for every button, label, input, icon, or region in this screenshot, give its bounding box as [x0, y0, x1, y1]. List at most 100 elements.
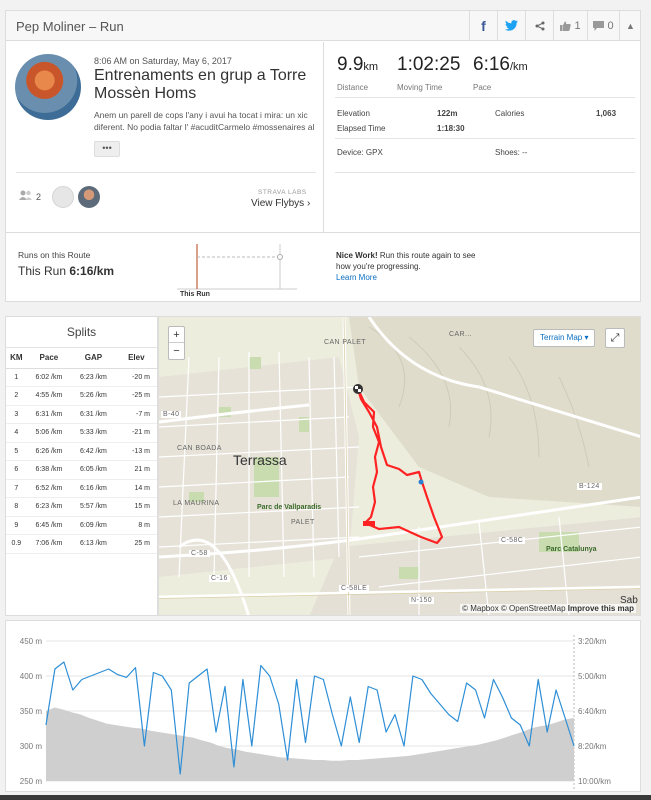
table-cell: 4	[6, 423, 27, 443]
table-cell: 6:16 /km	[71, 479, 116, 498]
road-label: N-150	[409, 597, 435, 604]
map-place-label: CAN BOADA	[177, 445, 222, 452]
route-map[interactable]: CAN PALET CAR... CAN BOADA LA MAURINA PA…	[158, 316, 641, 616]
splits-header-row: KM Pace GAP Elev	[6, 348, 157, 369]
elevation-label: Elevation	[337, 109, 370, 118]
athlete-photo[interactable]	[78, 186, 100, 208]
table-row[interactable]: 2 4:55 /km 5:26 /km -25 m	[6, 386, 157, 406]
distance-label: Distance	[337, 83, 369, 92]
thumbs-up-icon	[560, 21, 572, 31]
activity-card: Pep Moliner – Run f 1 0 ▲ 8:06 AM on Sat…	[5, 10, 641, 302]
calories-label: Calories	[495, 109, 525, 118]
this-run-label: This Run	[18, 264, 67, 278]
twitter-share-button[interactable]	[497, 11, 525, 40]
table-row[interactable]: 9 6:45 /km 6:09 /km 8 m	[6, 516, 157, 535]
map-park-label: Parc de Vallparadis	[257, 504, 322, 511]
left-tick-label: 250 m	[20, 777, 43, 786]
splits-header-gap: GAP	[71, 348, 116, 369]
fullscreen-button[interactable]: ⤢	[605, 328, 625, 348]
activity-datetime: 8:06 AM on Saturday, May 6, 2017	[94, 56, 232, 66]
route-point	[277, 254, 283, 260]
zoom-out-button[interactable]: −	[173, 345, 180, 357]
left-tick-label: 300 m	[20, 742, 43, 751]
table-cell: 6:05 /km	[71, 460, 116, 480]
table-cell: 1	[6, 368, 27, 387]
table-cell: 14 m	[115, 479, 157, 498]
map-park-label: Parc Catalunya	[546, 546, 597, 553]
table-cell: 6:42 /km	[71, 442, 116, 461]
table-row[interactable]: 3 6:31 /km 6:31 /km -7 m	[6, 405, 157, 424]
park-area	[399, 567, 419, 579]
pace-line	[45, 661, 575, 775]
road-outline	[159, 317, 640, 615]
kudos-button[interactable]: 1	[553, 11, 587, 40]
moving-time-label: Moving Time	[397, 83, 443, 92]
moving-time-value: 1:02:25	[397, 54, 461, 75]
activity-summary: 8:06 AM on Saturday, May 6, 2017 Entrena…	[6, 42, 324, 232]
table-cell: 5:57 /km	[71, 497, 116, 517]
table-row[interactable]: 4 5:06 /km 5:33 /km -21 m	[6, 423, 157, 443]
share-button[interactable]	[525, 11, 553, 40]
table-cell: 6:13 /km	[71, 534, 116, 554]
park-area	[249, 357, 261, 369]
more-button[interactable]: •••	[94, 141, 120, 157]
athletes-icon	[19, 190, 33, 203]
zoom-in-button[interactable]: +	[169, 327, 184, 343]
table-row[interactable]: 0.9 7:06 /km 6:13 /km 25 m	[6, 534, 157, 554]
device-label: Device: GPX	[337, 148, 383, 157]
road-label: C-16	[209, 575, 230, 582]
table-cell: 5:33 /km	[71, 423, 116, 443]
splits-panel: Splits KM Pace GAP Elev 1 6:02 /km 6:23 /km -2…	[5, 316, 158, 616]
map-place-label: CAR...	[449, 331, 473, 338]
terrain-map-dropdown[interactable]: Terrain Map ▾	[533, 329, 596, 347]
table-row[interactable]: 7 6:52 /km 6:16 /km 14 m	[6, 479, 157, 498]
distance-value: 9.9	[337, 54, 364, 75]
runs-on-route-label: Runs on this Route	[18, 250, 91, 260]
table-cell: 4:55 /km	[26, 386, 72, 406]
map-attribution: © Mapbox © OpenStreetMap Improve this ma…	[460, 604, 636, 613]
window-bottom-bar	[0, 795, 651, 800]
athlete-photo[interactable]	[52, 186, 74, 208]
route-line	[356, 387, 444, 545]
park-area	[189, 492, 204, 502]
nice-work-bold: Nice Work!	[336, 251, 378, 260]
route-end-marker	[363, 521, 375, 526]
table-row[interactable]: 5 6:26 /km 6:42 /km -13 m	[6, 442, 157, 461]
improve-map-link[interactable]: Improve this map	[567, 604, 634, 613]
table-row[interactable]: 8 6:23 /km 5:57 /km 15 m	[6, 497, 157, 517]
table-cell: 0.9	[6, 534, 27, 554]
view-flybys-link[interactable]: View Flybys ›	[251, 198, 311, 209]
caret-up-icon: ▲	[626, 20, 635, 31]
table-row[interactable]: 1 6:02 /km 6:23 /km -20 m	[6, 368, 157, 387]
right-tick-label: 3:20/km	[578, 637, 607, 646]
divider	[335, 138, 635, 139]
map-place-label: PALET	[291, 519, 315, 526]
table-cell: 8	[6, 497, 27, 517]
table-cell: -7 m	[115, 405, 157, 424]
table-cell: 21 m	[115, 460, 157, 480]
facebook-share-button[interactable]: f	[469, 11, 497, 40]
table-cell: 5:26 /km	[71, 386, 116, 406]
table-row[interactable]: 6 6:38 /km 6:05 /km 21 m	[6, 460, 157, 480]
athlete-avatar[interactable]	[15, 54, 81, 120]
kudos-count: 1	[574, 19, 581, 32]
learn-more-link[interactable]: Learn More	[336, 273, 377, 282]
comments-button[interactable]: 0	[587, 11, 619, 40]
table-cell: 6:02 /km	[26, 368, 72, 387]
twitter-icon	[505, 20, 518, 31]
right-tick-label: 10:00/km	[578, 777, 611, 786]
pace-stat: 6:16/km	[473, 54, 528, 76]
activity-description: Anem un parell de cops l'any i avui ha t…	[94, 110, 315, 132]
pace-value: 6:16	[473, 54, 510, 75]
table-cell: 5:06 /km	[26, 423, 72, 443]
attribution-text: © Mapbox © OpenStreetMap	[462, 604, 568, 613]
splits-header-km: KM	[6, 348, 27, 369]
activity-title[interactable]: Entrenaments en grup a Torre Mossèn Homs	[94, 67, 307, 102]
nice-work-text: Run this route again to see how you're p…	[336, 251, 476, 271]
table-cell: -25 m	[115, 386, 157, 406]
elevation-pace-chart[interactable]: 450 m 3:20/km 400 m 5:00/km 350 m 6:40/km 300 …	[5, 620, 641, 792]
distance-stat: 9.9km	[337, 54, 378, 76]
table-cell: 2	[6, 386, 27, 406]
collapse-button[interactable]: ▲	[619, 11, 641, 40]
divider	[16, 172, 316, 173]
